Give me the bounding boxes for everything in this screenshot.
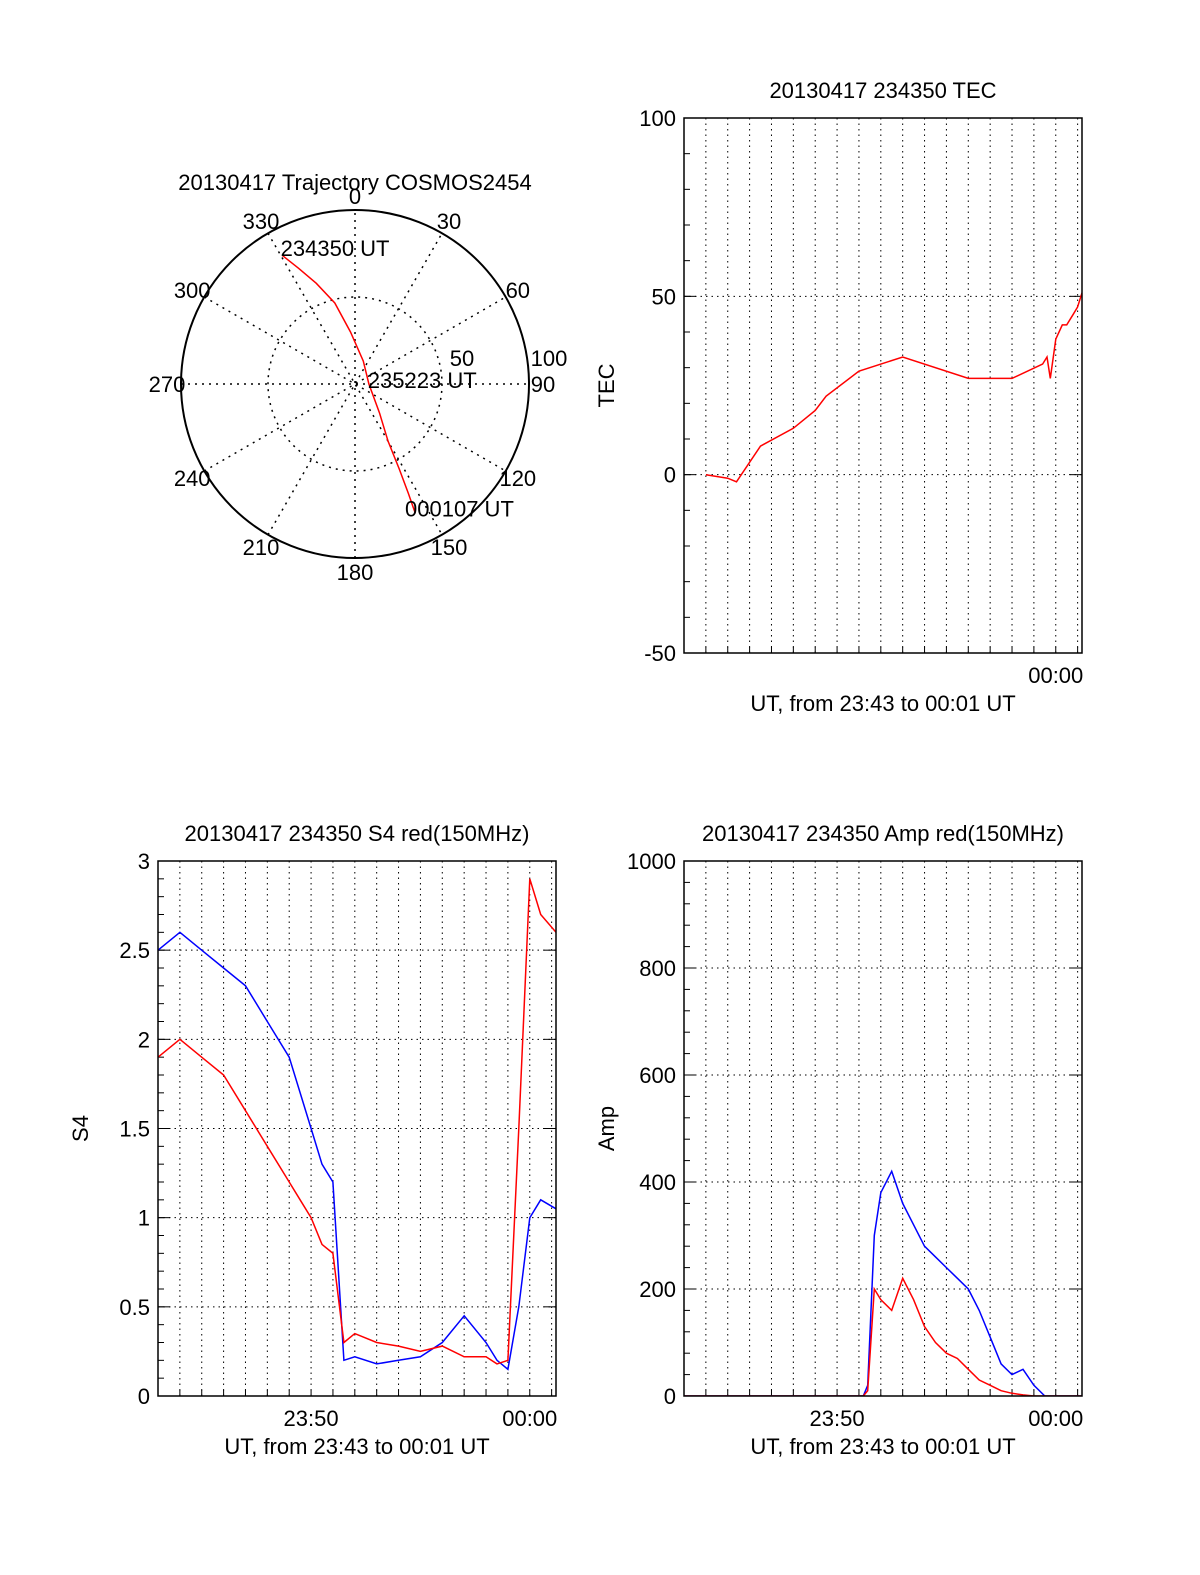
polar-angle-label: 180 [337,560,374,585]
y-axis-label: Amp [594,1106,619,1151]
polar-title: 20130417 Trajectory COSMOS2454 [178,170,531,195]
y-tick-label: 3 [138,849,150,874]
polar-radius-label: 100 [531,346,568,371]
chart-1: 20130417 234350 TEC -50 0 50 100 00:00 UT, fro… [594,78,1083,716]
polar-angle-label: 300 [174,278,211,303]
series-line-0 [158,931,556,1371]
series-line-1 [684,1276,1082,1396]
x-axis-label: UT, from 23:43 to 00:01 UT [750,1434,1015,1459]
polar-angle-label: 210 [243,535,280,560]
y-tick-label: 200 [639,1277,676,1302]
x-tick-label: 00:00 [1028,663,1083,688]
polar-spoke [203,296,507,472]
polar-spoke [267,232,443,536]
polar-angle-label: 270 [149,372,186,397]
y-axis-label: TEC [594,363,619,407]
polar-angle-label: 240 [174,466,211,491]
y-axis-label: S4 [68,1115,93,1142]
series-line-0 [684,1169,1082,1396]
x-axis-label: UT, from 23:43 to 00:01 UT [224,1434,489,1459]
x-axis-label: UT, from 23:43 to 00:01 UT [750,691,1015,716]
polar-annotation: 234350 UT [281,236,390,261]
y-tick-label: 2 [138,1027,150,1052]
polar-angle-label: 60 [506,278,530,303]
polar-spoke [203,296,507,472]
y-tick-label: 100 [639,106,676,131]
polar-angle-label: 120 [499,466,536,491]
polar-radius-label: 50 [450,346,474,371]
y-tick-label: 0 [664,463,676,488]
y-tick-label: 0.5 [119,1295,150,1320]
polar-angle-label: 330 [243,209,280,234]
polar-angle-label: 90 [531,372,555,397]
chart-title: 20130417 234350 TEC [769,78,996,103]
y-tick-label: 800 [639,956,676,981]
plot-frame [683,860,1083,1397]
polar-angle-label: 30 [437,209,461,234]
polar-annotation: 235223 UT [368,368,477,393]
plot-frame [157,860,557,1397]
polar-angle-label: 0 [349,184,361,209]
series-line-0 [705,292,1082,483]
polar-spoke [267,232,443,536]
y-tick-label: 0 [664,1384,676,1409]
y-tick-label: 50 [652,284,676,309]
chart-3: 20130417 234350 Amp red(150MHz) 0 200 400 60… [594,821,1083,1459]
x-tick-label: 00:00 [502,1406,557,1431]
chart-title: 20130417 234350 S4 red(150MHz) [185,821,530,846]
y-tick-label: 1000 [627,849,676,874]
x-tick-label: 00:00 [1028,1406,1083,1431]
y-tick-label: 1.5 [119,1117,150,1142]
series-line-1 [158,878,556,1365]
polar-trajectory-line [281,254,417,514]
y-tick-label: 400 [639,1170,676,1195]
polar-angle-label: 150 [431,535,468,560]
y-tick-label: 2.5 [119,938,150,963]
plot-frame [683,117,1083,654]
y-tick-label: 0 [138,1384,150,1409]
x-tick-label: 23:50 [284,1406,339,1431]
chart-2: 20130417 234350 S4 red(150MHz) 0 0.5 1 1.5 2 2… [68,821,557,1459]
x-tick-label: 23:50 [810,1406,865,1431]
polar-annotation: 000107 UT [405,496,514,521]
chart-title: 20130417 234350 Amp red(150MHz) [702,821,1064,846]
y-tick-label: -50 [644,641,676,666]
y-tick-label: 600 [639,1063,676,1088]
y-tick-label: 1 [138,1206,150,1231]
